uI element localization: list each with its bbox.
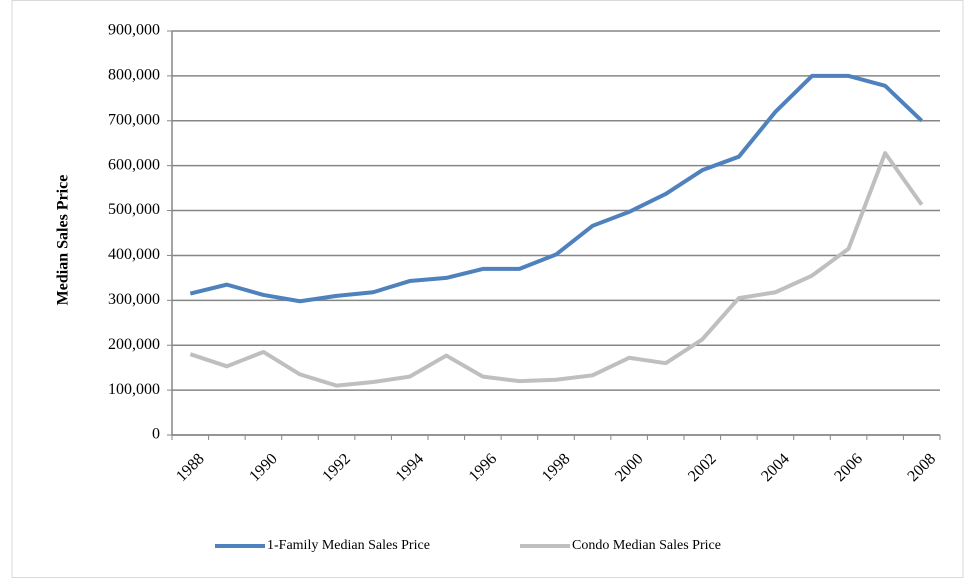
y-tick-label: 300,000 bbox=[108, 291, 160, 308]
series-line bbox=[189, 151, 924, 388]
y-tick-label: 600,000 bbox=[108, 156, 160, 173]
series-line bbox=[189, 73, 924, 304]
y-tick-label: 0 bbox=[152, 426, 160, 443]
y-tick-label: 700,000 bbox=[108, 111, 160, 128]
chart-frame bbox=[11, 0, 964, 578]
legend-label: Condo Median Sales Price bbox=[572, 538, 721, 553]
y-tick-label: 100,000 bbox=[108, 381, 160, 398]
y-tick-label: 200,000 bbox=[108, 336, 160, 353]
y-tick-label: 400,000 bbox=[108, 246, 160, 263]
legend-label: 1-Family Median Sales Price bbox=[267, 538, 430, 553]
y-tick-label: 500,000 bbox=[108, 201, 160, 218]
y-axis-label: Median Sales Price bbox=[55, 175, 72, 306]
y-tick-label: 800,000 bbox=[108, 67, 160, 84]
y-tick-label: 900,000 bbox=[108, 22, 160, 39]
